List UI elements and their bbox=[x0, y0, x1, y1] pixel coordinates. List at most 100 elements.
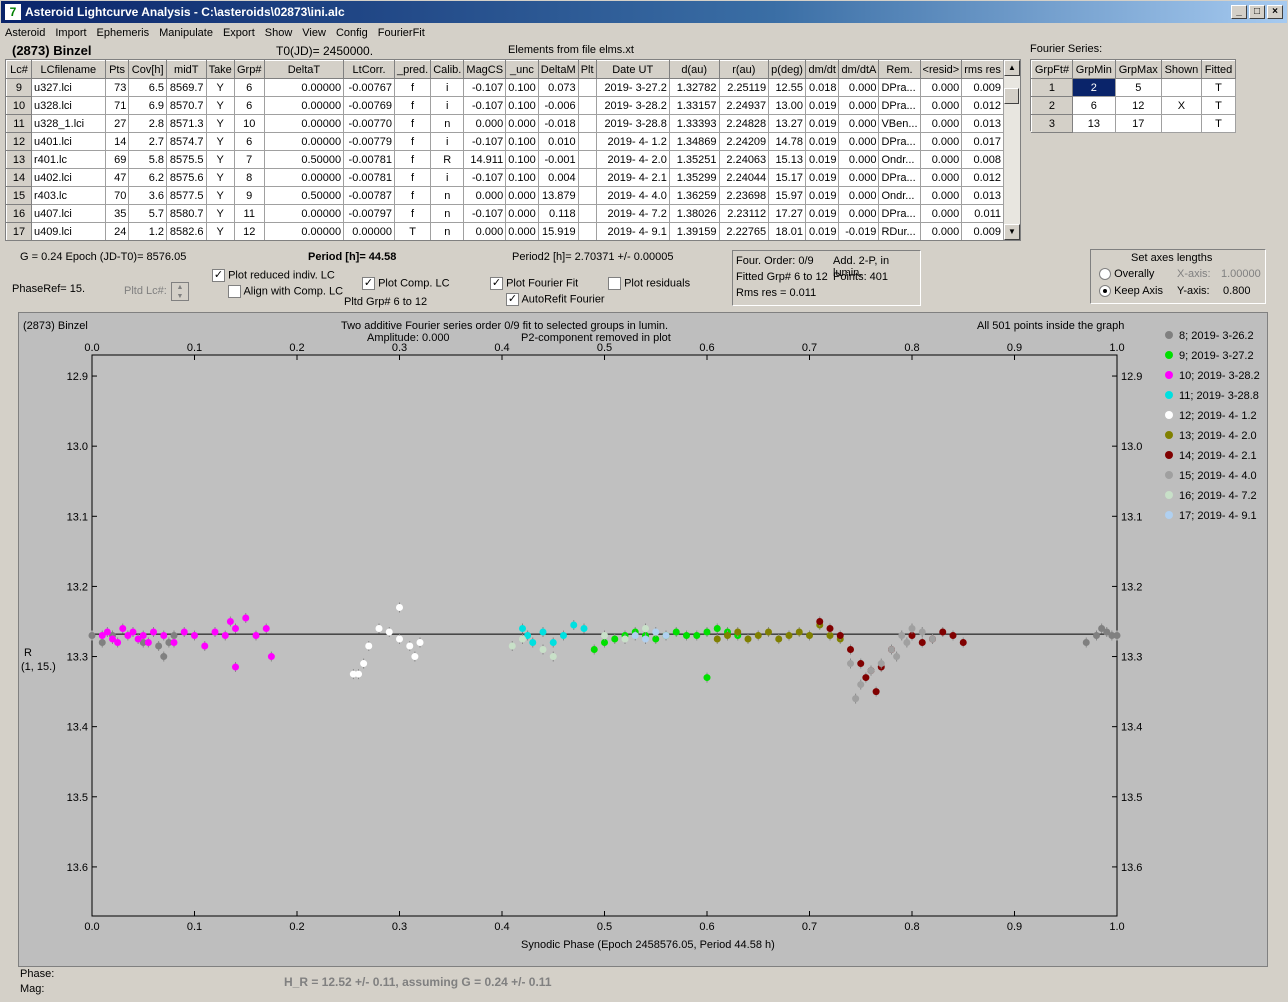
table-cell[interactable]: f bbox=[393, 204, 432, 223]
radio-icon[interactable] bbox=[1099, 268, 1111, 281]
table-cell[interactable]: 70 bbox=[104, 186, 130, 205]
table-cell[interactable]: 2.8 bbox=[128, 114, 167, 133]
table-cell[interactable]: 2019- 4- 9.1 bbox=[595, 222, 670, 240]
table-cell[interactable]: 0.100 bbox=[505, 168, 539, 187]
table-cell[interactable]: 2019- 3-28.8 bbox=[595, 114, 670, 133]
table-cell[interactable]: 6.2 bbox=[128, 168, 167, 187]
plot-reduced-checkbox[interactable]: ✓ Plot reduced indiv. LC bbox=[212, 269, 335, 282]
table-cell[interactable]: 0.000 bbox=[838, 186, 880, 205]
table-cell[interactable]: f bbox=[393, 168, 432, 187]
table-cell[interactable]: 0.00000 bbox=[343, 222, 395, 240]
table-cell[interactable]: 8575.6 bbox=[166, 168, 207, 187]
yaxis-input[interactable]: 0.800 bbox=[1223, 285, 1251, 297]
lc-col-header[interactable]: midT bbox=[166, 60, 207, 79]
row-header[interactable]: 9 bbox=[6, 78, 32, 97]
table-cell[interactable]: 0.000 bbox=[919, 114, 963, 133]
table-cell[interactable]: -0.001 bbox=[537, 150, 579, 169]
scroll-down-button[interactable]: ▼ bbox=[1004, 224, 1020, 240]
table-cell[interactable]: 0.008 bbox=[961, 150, 1004, 169]
table-cell[interactable]: X bbox=[1160, 96, 1203, 115]
table-cell[interactable]: 14.78 bbox=[768, 132, 806, 151]
table-cell[interactable]: 1.36259 bbox=[668, 186, 720, 205]
checkbox-icon[interactable] bbox=[228, 285, 241, 298]
table-cell[interactable]: 8580.7 bbox=[166, 204, 207, 223]
table-cell[interactable] bbox=[577, 132, 597, 151]
table-cell[interactable]: -0.107 bbox=[463, 204, 507, 223]
lc-col-header[interactable]: _pred. bbox=[393, 60, 432, 79]
menu-export[interactable]: Export bbox=[222, 27, 255, 39]
table-cell[interactable]: 1.35299 bbox=[668, 168, 720, 187]
table-cell[interactable]: 5.8 bbox=[128, 150, 167, 169]
table-cell[interactable]: 0.00000 bbox=[263, 114, 345, 133]
table-cell[interactable]: 0.000 bbox=[919, 150, 963, 169]
table-cell[interactable]: 12 bbox=[233, 222, 265, 240]
table-cell[interactable]: 1.38026 bbox=[668, 204, 720, 223]
table-cell[interactable]: 8575.5 bbox=[166, 150, 207, 169]
table-cell[interactable]: T bbox=[1201, 78, 1236, 97]
table-cell[interactable]: 13.27 bbox=[768, 114, 806, 133]
table-cell[interactable]: 2019- 4- 2.0 bbox=[595, 150, 670, 169]
table-cell[interactable]: 12.55 bbox=[768, 78, 806, 97]
table-cell[interactable]: u327.lci bbox=[30, 78, 106, 97]
table-cell[interactable]: 0.50000 bbox=[263, 186, 345, 205]
lc-table-row[interactable]: 12 u401.lci 14 2.7 8574.7 Y 6 0.00000 -0.00779 f i… bbox=[6, 132, 1004, 151]
table-cell[interactable]: 0.000 bbox=[838, 132, 880, 151]
menu-ephemeris[interactable]: Ephemeris bbox=[96, 27, 150, 39]
table-cell[interactable]: 0.013 bbox=[961, 114, 1004, 133]
table-cell[interactable]: 2.24937 bbox=[718, 96, 770, 115]
table-cell[interactable]: 10 bbox=[233, 114, 265, 133]
fourier-col-header[interactable]: GrpFt# bbox=[1031, 60, 1073, 79]
table-cell[interactable]: 0.100 bbox=[505, 132, 539, 151]
table-cell[interactable]: 15.17 bbox=[768, 168, 806, 187]
table-cell[interactable]: R bbox=[430, 150, 465, 169]
table-cell[interactable]: 8574.7 bbox=[166, 132, 207, 151]
table-cell[interactable]: f bbox=[393, 78, 432, 97]
lc-table-scrollbar[interactable]: ▲ ▼ bbox=[1003, 60, 1020, 240]
table-cell[interactable]: 2.7 bbox=[128, 132, 167, 151]
table-cell[interactable]: -0.00781 bbox=[343, 168, 395, 187]
table-cell[interactable] bbox=[577, 222, 597, 240]
table-cell[interactable]: T bbox=[393, 222, 432, 240]
table-cell[interactable]: 8571.3 bbox=[166, 114, 207, 133]
table-cell[interactable]: r401.lc bbox=[30, 150, 106, 169]
table-cell[interactable]: Y bbox=[205, 114, 235, 133]
table-cell[interactable]: -0.00770 bbox=[343, 114, 395, 133]
table-cell[interactable]: -0.006 bbox=[537, 96, 579, 115]
row-header[interactable]: 16 bbox=[6, 204, 32, 223]
table-cell[interactable]: 0.019 bbox=[804, 204, 840, 223]
pltd-lc-spinner[interactable]: ▲ ▼ bbox=[171, 282, 189, 301]
table-cell[interactable]: i bbox=[430, 78, 465, 97]
table-cell[interactable]: 8569.7 bbox=[166, 78, 207, 97]
table-cell[interactable]: 0.00000 bbox=[263, 204, 345, 223]
table-cell[interactable]: 0.000 bbox=[838, 204, 880, 223]
table-cell[interactable]: 0.00000 bbox=[263, 78, 345, 97]
menu-asteroid[interactable]: Asteroid bbox=[5, 27, 46, 39]
row-header[interactable]: 17 bbox=[6, 222, 32, 240]
table-cell[interactable]: 6 bbox=[233, 132, 265, 151]
lc-col-header[interactable]: LtCorr. bbox=[343, 60, 395, 79]
lc-table-row[interactable]: 14 u402.lci 47 6.2 8575.6 Y 8 0.00000 -0.00781 f i… bbox=[6, 168, 1004, 187]
xaxis-input[interactable]: 1.00000 bbox=[1221, 268, 1261, 280]
menu-show[interactable]: Show bbox=[264, 27, 293, 39]
table-cell[interactable]: 0.000 bbox=[919, 186, 963, 205]
lc-col-header[interactable]: LCfilename bbox=[30, 60, 106, 79]
table-cell[interactable]: 2019- 4- 2.1 bbox=[595, 168, 670, 187]
menu-config[interactable]: Config bbox=[335, 27, 368, 39]
table-cell[interactable]: 0.000 bbox=[838, 168, 880, 187]
lc-col-header[interactable]: Cov[h] bbox=[128, 60, 167, 79]
table-cell[interactable]: Y bbox=[205, 186, 235, 205]
lc-table-row[interactable]: 15 r403.lc 70 3.6 8577.5 Y 9 0.50000 -0.00787 f n 0… bbox=[6, 186, 1004, 205]
table-cell[interactable]: 0.004 bbox=[537, 168, 579, 187]
table-cell[interactable]: 13 bbox=[1071, 114, 1116, 133]
table-cell[interactable]: 0.00000 bbox=[263, 96, 345, 115]
table-cell[interactable]: 6 bbox=[1071, 96, 1116, 115]
table-cell[interactable]: 0.000 bbox=[919, 78, 963, 97]
table-cell[interactable]: 0.009 bbox=[961, 222, 1004, 240]
table-cell[interactable]: n bbox=[430, 222, 465, 240]
table-cell[interactable]: 13.00 bbox=[768, 96, 806, 115]
table-cell[interactable]: 0.00000 bbox=[263, 132, 345, 151]
table-cell[interactable]: 0.000 bbox=[463, 114, 507, 133]
table-cell[interactable]: 0.009 bbox=[961, 78, 1004, 97]
table-cell[interactable]: 0.100 bbox=[505, 78, 539, 97]
table-cell[interactable]: 1.33157 bbox=[668, 96, 720, 115]
